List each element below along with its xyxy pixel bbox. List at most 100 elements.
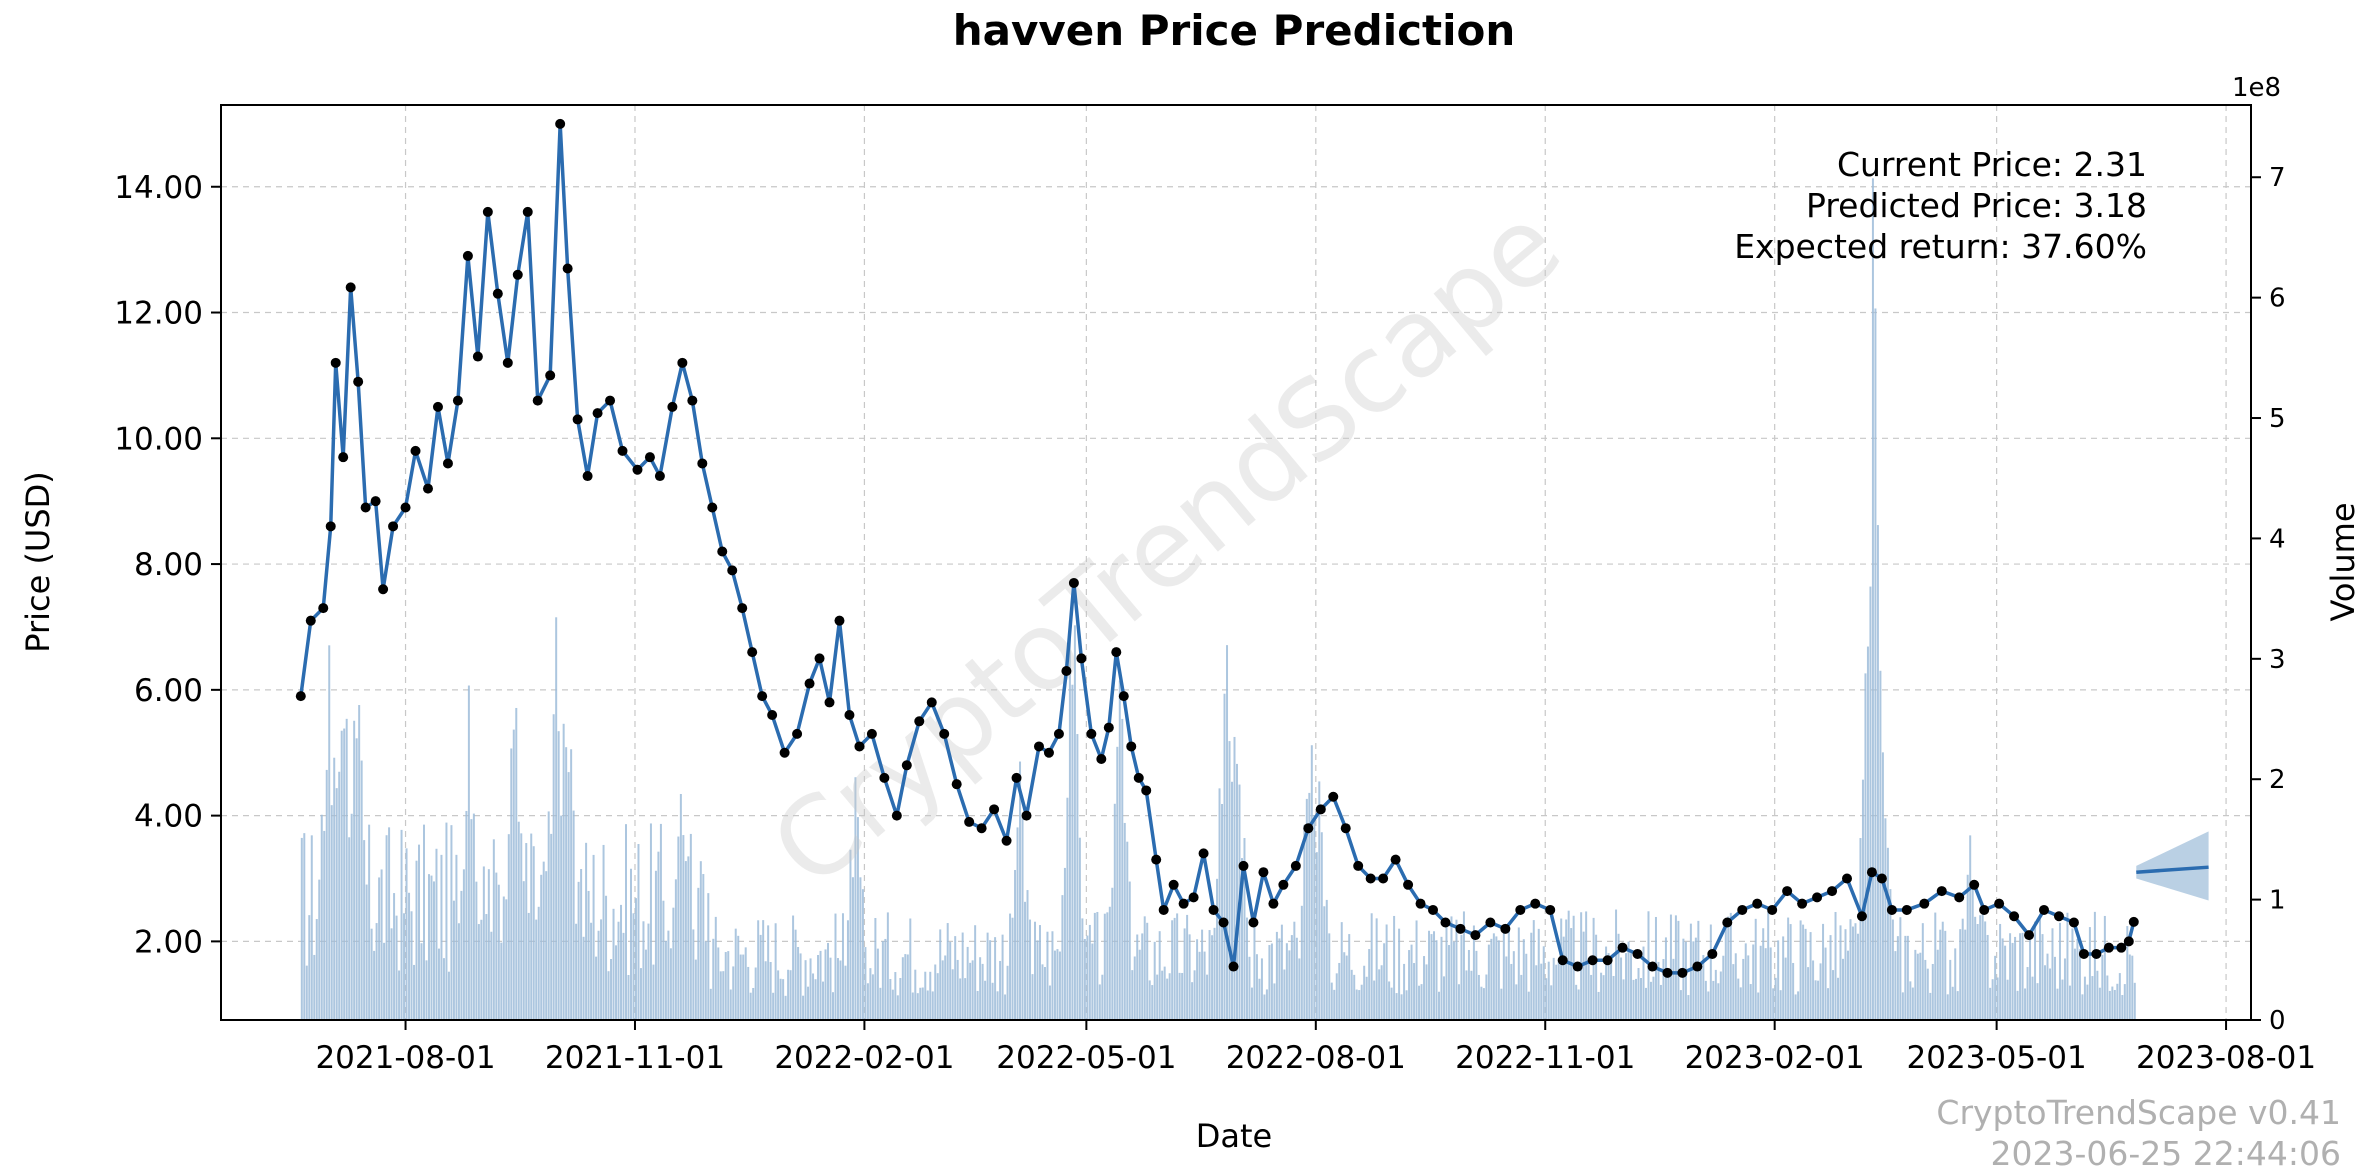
volume-bar <box>954 936 957 1020</box>
volume-bar <box>605 895 608 1020</box>
price-point <box>1111 647 1122 658</box>
volume-bar <box>1899 917 1902 1020</box>
volume-bar <box>1278 938 1281 1020</box>
price-point <box>879 772 890 783</box>
x-tick-label: 2022-05-01 <box>996 1040 1176 1076</box>
volume-bar <box>577 881 580 1020</box>
volume-bar <box>1143 916 1146 1020</box>
volume-bar <box>1248 956 1251 1020</box>
volume-bar <box>2019 933 2022 1020</box>
volume-bar <box>1602 975 1605 1020</box>
volume-bar <box>827 942 830 1020</box>
volume-bar <box>879 987 882 1020</box>
price-point <box>1390 854 1401 865</box>
price-point <box>1158 904 1169 915</box>
volume-bar <box>2131 955 2134 1020</box>
volume-bar <box>774 923 777 1020</box>
price-point <box>1632 948 1643 959</box>
volume-bar <box>894 972 897 1020</box>
price-point <box>318 603 329 614</box>
volume-bar <box>976 990 979 1020</box>
volume-bar <box>1330 982 1333 1020</box>
volume-bar <box>403 913 406 1020</box>
plot-frame <box>220 104 2252 1021</box>
volume-bar <box>737 935 740 1020</box>
volume-bar <box>1340 922 1343 1020</box>
price-point <box>824 697 835 708</box>
volume-bar <box>1567 910 1570 1020</box>
volume-bar <box>1732 964 1735 1020</box>
price-point <box>1061 665 1072 676</box>
volume-bar <box>1552 957 1555 1020</box>
volume-bar <box>752 987 755 1020</box>
volume-bar <box>1517 927 1520 1020</box>
volume-bar <box>1707 991 1710 1020</box>
price-point <box>360 502 371 513</box>
volume-bar <box>567 772 570 1020</box>
price-point <box>353 376 364 387</box>
volume-bar <box>1834 911 1837 1020</box>
price-point <box>1141 785 1152 796</box>
volume-bar <box>615 945 618 1020</box>
volume-bar <box>861 889 864 1020</box>
price-point <box>1485 917 1496 928</box>
volume-bar <box>1019 761 1022 1020</box>
price-point <box>338 452 349 463</box>
volume-bar <box>1201 929 1204 1020</box>
volume-bar <box>657 851 660 1020</box>
volume-bar <box>664 940 667 1020</box>
volume-bar <box>1702 955 1705 1020</box>
y-tick-label: 12.00 <box>114 296 203 332</box>
price-point <box>325 521 336 532</box>
volume-bar <box>320 814 323 1020</box>
price-point <box>707 502 718 513</box>
volume-bar <box>1245 917 1248 1020</box>
volume-bar <box>652 964 655 1020</box>
volume-bar <box>1849 919 1852 1020</box>
volume-bar <box>1936 949 1939 1020</box>
volume-bar <box>2026 967 2029 1020</box>
volume-bar <box>477 924 480 1020</box>
volume-bar <box>562 723 565 1020</box>
volume-bar <box>525 843 528 1020</box>
volume-bar <box>1565 919 1568 1020</box>
x-tick-label: 2023-05-01 <box>1907 1040 2087 1076</box>
volume-bar <box>639 968 642 1020</box>
price-point <box>532 395 543 406</box>
volume-bar <box>360 760 363 1020</box>
price-point <box>1919 898 1930 909</box>
volume-bar <box>408 892 411 1020</box>
price-point <box>1118 691 1129 702</box>
volume-bar <box>1774 977 1777 1020</box>
volume-bar <box>1916 953 1919 1020</box>
volume-bar <box>1542 946 1545 1020</box>
volume-bar <box>450 825 453 1020</box>
volume-bar <box>951 969 954 1020</box>
volume-bar <box>717 947 720 1020</box>
volume-bar <box>1951 986 1954 1020</box>
volume-bar <box>1610 957 1613 1020</box>
volume-bar <box>1904 935 1907 1020</box>
volume-bar <box>1178 972 1181 1020</box>
volume-bar <box>1126 841 1129 1020</box>
volume-bar <box>1388 981 1391 1020</box>
price-point <box>2009 911 2020 922</box>
price-point <box>1168 879 1179 890</box>
volume-bar <box>1435 940 1438 1020</box>
volume-bar <box>779 978 782 1020</box>
price-point <box>1812 892 1823 903</box>
volume-bar <box>335 788 338 1020</box>
volume-bar <box>1093 912 1096 1020</box>
volume-bar <box>1744 943 1747 1020</box>
volume-bar <box>490 931 493 1020</box>
price-point <box>442 458 453 469</box>
volume-bar <box>1343 952 1346 1020</box>
volume-bar <box>1532 920 1535 1020</box>
volume-bar <box>530 833 533 1020</box>
volume-bar <box>1515 984 1518 1020</box>
volume-bar <box>1759 945 1762 1020</box>
volume-bar <box>625 824 627 1020</box>
volume-bar <box>1986 934 1989 1020</box>
volume-bar <box>914 969 917 1020</box>
price-point <box>1403 879 1414 890</box>
